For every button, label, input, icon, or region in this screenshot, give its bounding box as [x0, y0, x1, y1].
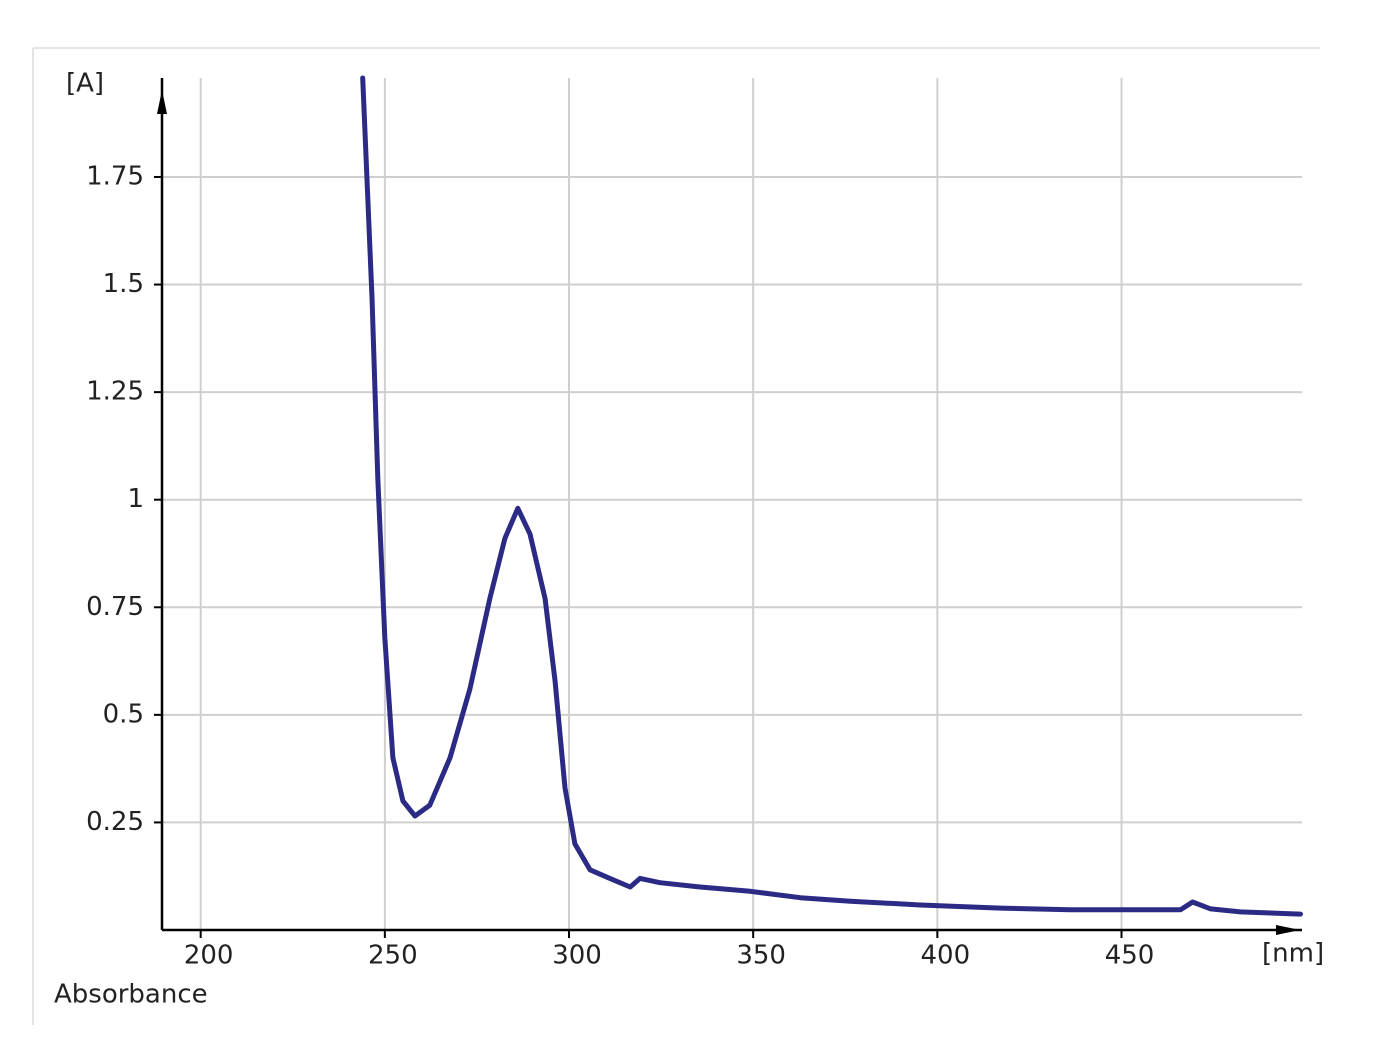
x-unit-label: [nm] [1262, 939, 1324, 969]
spectrum-line [360, 75, 1303, 917]
plot [360, 75, 1303, 917]
y-tick-label: 1.75 [86, 161, 144, 191]
y-tick-label: 1.25 [86, 377, 144, 407]
y-tick-label: 0.25 [86, 807, 144, 837]
y-unit-label: [A] [66, 69, 104, 99]
y-tick-label: 1.5 [103, 269, 144, 299]
x-tick-label: 300 [552, 941, 602, 971]
y-tick-label: 0.75 [86, 592, 144, 622]
x-tick-label: 350 [736, 941, 786, 971]
x-tick-label: 200 [184, 941, 234, 971]
grid [154, 78, 1302, 938]
x-tick-label: 250 [368, 941, 418, 971]
x-tick-label: 400 [921, 941, 971, 971]
y-tick-label: 1 [127, 484, 144, 514]
y-tick-label: 0.5 [103, 699, 144, 729]
x-axis-arrow [1276, 925, 1300, 935]
y-axis-arrow [157, 90, 167, 114]
x-tick-label: 450 [1105, 941, 1155, 971]
y-title: Absorbance [54, 980, 208, 1010]
